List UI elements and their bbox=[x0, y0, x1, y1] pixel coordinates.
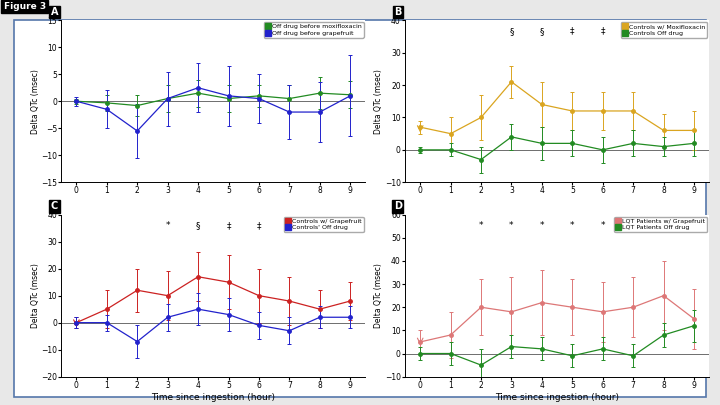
Text: C: C bbox=[51, 201, 58, 211]
Text: ‡: ‡ bbox=[600, 27, 605, 36]
Text: §: § bbox=[509, 27, 514, 36]
Text: ‡: ‡ bbox=[631, 27, 635, 36]
Legend: Controls w/ Grapefruit, Controls' Off drug: Controls w/ Grapefruit, Controls' Off dr… bbox=[284, 217, 364, 232]
Y-axis label: Delta QTc (msec): Delta QTc (msec) bbox=[374, 263, 384, 328]
Text: *: * bbox=[570, 221, 575, 230]
X-axis label: Time since ingestion (hour): Time since ingestion (hour) bbox=[495, 392, 619, 402]
Text: A: A bbox=[50, 7, 58, 17]
Y-axis label: Delta QTc (msec): Delta QTc (msec) bbox=[31, 69, 40, 134]
Text: Figure 3: Figure 3 bbox=[4, 2, 46, 11]
Legend: Off drug before moxifloxacin, Off drug before grapefruit: Off drug before moxifloxacin, Off drug b… bbox=[264, 22, 364, 38]
Text: ‡: ‡ bbox=[662, 221, 666, 230]
Text: *: * bbox=[600, 221, 605, 230]
Text: ‡: ‡ bbox=[226, 221, 231, 230]
Text: *: * bbox=[662, 27, 666, 36]
Text: *: * bbox=[166, 221, 170, 230]
Text: ‡: ‡ bbox=[257, 221, 261, 230]
Text: ‡: ‡ bbox=[570, 27, 575, 36]
Text: D: D bbox=[394, 201, 402, 211]
Y-axis label: Delta QTc (msec): Delta QTc (msec) bbox=[374, 69, 384, 134]
Text: *: * bbox=[540, 221, 544, 230]
Text: §: § bbox=[196, 221, 200, 230]
Text: *: * bbox=[509, 221, 514, 230]
Legend: LQT Patients w/ Grapefruit, LQT Patients Off drug: LQT Patients w/ Grapefruit, LQT Patients… bbox=[614, 217, 707, 232]
X-axis label: Time since ingestion (hour): Time since ingestion (hour) bbox=[151, 392, 275, 402]
Legend: Controls w/ Moxifloxacin, Controls Off drug: Controls w/ Moxifloxacin, Controls Off d… bbox=[621, 22, 707, 38]
Text: *: * bbox=[479, 221, 483, 230]
Text: §: § bbox=[540, 27, 544, 36]
Y-axis label: Delta QTc (msec): Delta QTc (msec) bbox=[31, 263, 40, 328]
Text: B: B bbox=[395, 7, 402, 17]
